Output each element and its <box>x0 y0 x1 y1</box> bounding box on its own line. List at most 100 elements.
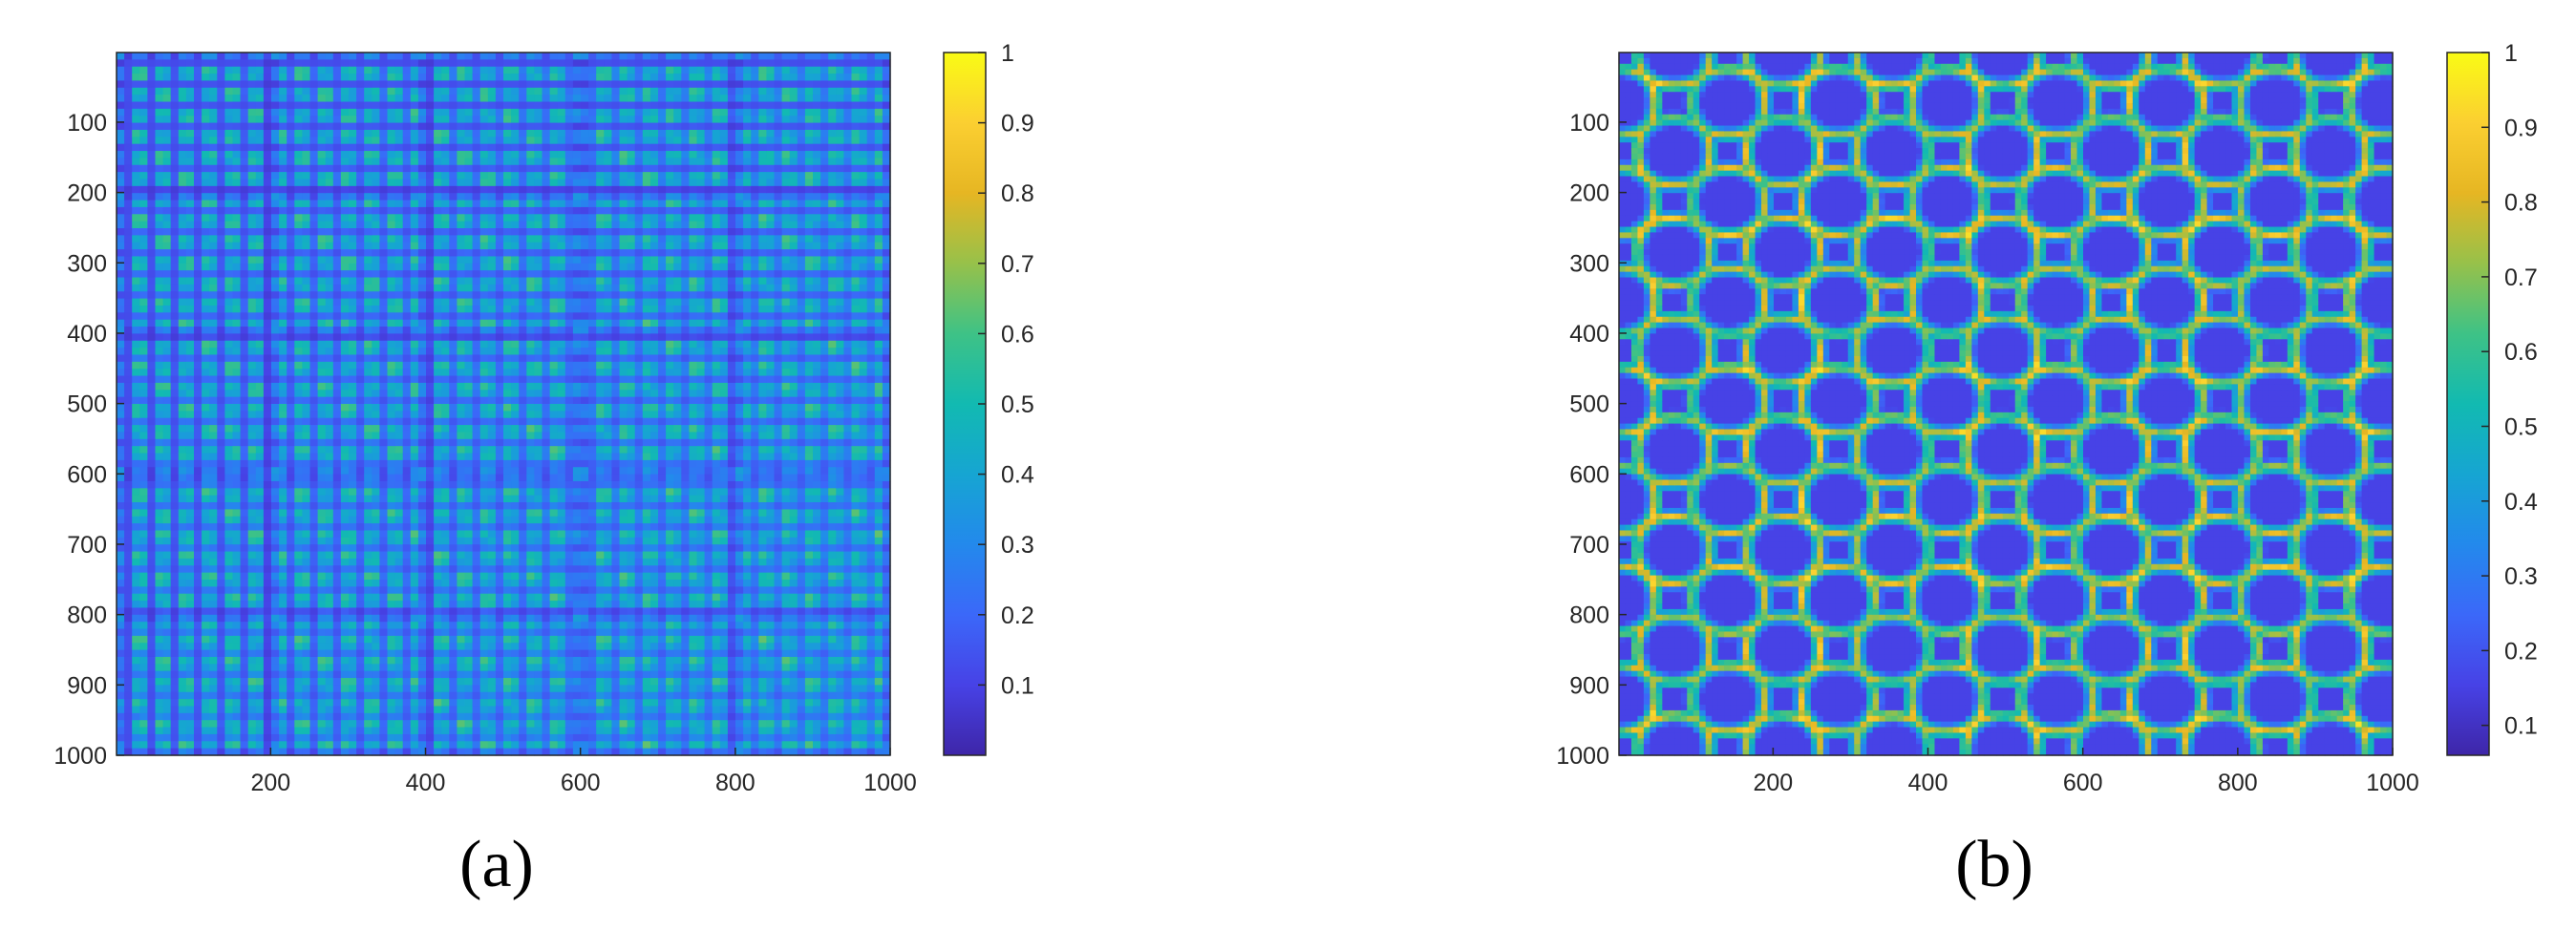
heatmap-cell <box>256 538 265 545</box>
heatmap-cell <box>156 390 164 397</box>
heatmap-cell <box>333 376 342 384</box>
heatmap-cell <box>388 144 396 152</box>
heatmap-cell <box>372 74 380 81</box>
heatmap-cell <box>388 559 396 566</box>
heatmap-cell <box>156 249 164 257</box>
heatmap-cell <box>395 362 404 370</box>
heatmap-cell <box>186 454 195 461</box>
heatmap-cell <box>496 650 504 658</box>
heatmap-cell <box>171 362 180 370</box>
heatmap-cell <box>356 629 365 637</box>
heatmap-cell <box>349 123 357 131</box>
heatmap-cell <box>496 467 504 475</box>
heatmap-cell <box>457 235 465 243</box>
heatmap-cell <box>194 741 202 749</box>
heatmap-cell <box>241 671 249 679</box>
heatmap-cell <box>310 186 319 194</box>
heatmap-cell <box>302 713 310 721</box>
heatmap-cell <box>132 509 140 517</box>
heatmap-cell <box>349 446 357 454</box>
heatmap-cell <box>403 636 412 644</box>
heatmap-cell <box>117 243 125 250</box>
heatmap-cell <box>194 333 202 341</box>
heatmap-cell <box>163 369 172 376</box>
heatmap-cell <box>411 580 419 587</box>
heatmap-cell <box>294 59 303 67</box>
heatmap-cell <box>496 327 504 334</box>
heatmap-cell <box>465 502 474 510</box>
heatmap-cell <box>241 594 249 602</box>
heatmap-cell <box>224 418 233 426</box>
heatmap-cell <box>241 243 249 250</box>
heatmap-cell <box>171 475 180 482</box>
heatmap-cell <box>217 594 225 602</box>
heatmap-cell <box>449 88 458 95</box>
heatmap-cell <box>186 544 195 552</box>
heatmap-cell <box>349 728 357 735</box>
heatmap-cell <box>241 580 249 587</box>
heatmap-cell <box>264 517 272 524</box>
heatmap-cell <box>132 446 140 454</box>
heatmap-cell <box>287 278 295 285</box>
heatmap-cell <box>279 137 287 144</box>
heatmap-cell <box>403 376 412 384</box>
heatmap-cell <box>449 95 458 102</box>
heatmap-cell <box>411 102 419 110</box>
heatmap-cell <box>364 460 373 468</box>
heatmap-cell <box>395 706 404 713</box>
heatmap-cell <box>465 278 474 285</box>
heatmap-cell <box>279 348 287 355</box>
heatmap-cell <box>248 425 257 433</box>
heatmap-cell <box>241 214 249 222</box>
heatmap-cell <box>488 713 497 721</box>
heatmap-cell <box>441 573 450 581</box>
heatmap-cell <box>217 446 225 454</box>
heatmap-cell <box>294 488 303 496</box>
heatmap-cell <box>449 720 458 728</box>
heatmap-cell <box>434 643 442 650</box>
heatmap-cell <box>132 270 140 278</box>
heatmap-cell <box>310 685 319 692</box>
heatmap-cell <box>186 706 195 713</box>
heatmap-cell <box>117 312 125 320</box>
heatmap-cell <box>418 706 427 713</box>
heatmap-cell <box>333 671 342 679</box>
heatmap-cell <box>209 496 218 503</box>
heatmap-cell <box>379 678 388 686</box>
heatmap-cell <box>356 74 365 81</box>
heatmap-cell <box>403 678 412 686</box>
heatmap-cell <box>264 67 272 74</box>
heatmap-cell <box>202 629 210 637</box>
heatmap-cell <box>480 369 489 376</box>
heatmap-cell <box>473 137 481 144</box>
heatmap-cell <box>372 720 380 728</box>
heatmap-cell <box>364 706 373 713</box>
heatmap-cell <box>132 369 140 376</box>
heatmap-cell <box>349 643 357 650</box>
heatmap-cell <box>356 264 365 271</box>
heatmap-cell <box>372 544 380 552</box>
heatmap-cell <box>209 256 218 264</box>
heatmap-cell <box>488 636 497 644</box>
heatmap-cell <box>333 650 342 658</box>
heatmap-cell <box>426 467 435 475</box>
heatmap-cell <box>449 523 458 531</box>
heatmap-cell <box>179 636 187 644</box>
heatmap-cell <box>186 165 195 173</box>
heatmap-cell <box>473 636 481 644</box>
heatmap-cell <box>163 586 172 594</box>
heatmap-cell <box>441 678 450 686</box>
heatmap-cell <box>310 643 319 650</box>
heatmap-cell <box>496 671 504 679</box>
heatmap-cell <box>217 559 225 566</box>
heatmap-cell <box>465 341 474 349</box>
heatmap-cell <box>457 193 465 201</box>
heatmap-cell <box>465 243 474 250</box>
heatmap-cell <box>202 354 210 362</box>
heatmap-cell <box>349 692 357 700</box>
heatmap-cell <box>287 285 295 292</box>
heatmap-cell <box>156 158 164 165</box>
heatmap-cell <box>241 341 249 349</box>
heatmap-cell <box>194 249 202 257</box>
heatmap-cell <box>209 544 218 552</box>
